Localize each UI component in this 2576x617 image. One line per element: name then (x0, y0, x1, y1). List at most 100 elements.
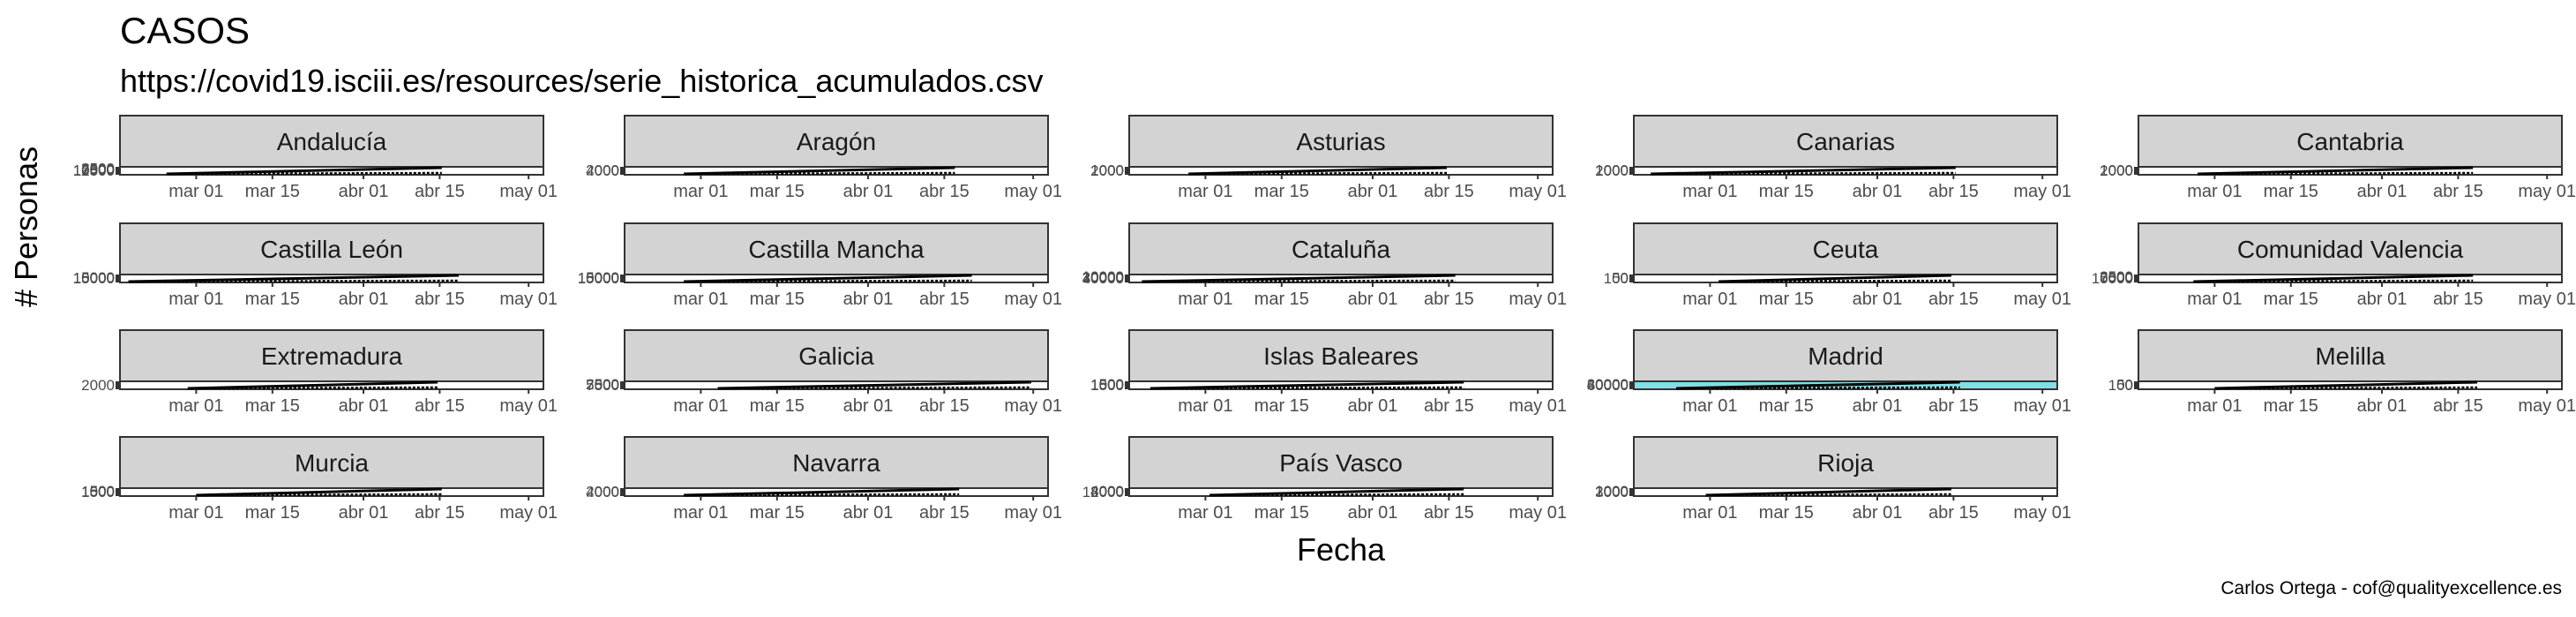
y-tick-label: 2000 (586, 483, 619, 500)
y-tick-label: 40000 (1082, 270, 1124, 287)
x-tick-label: abr 15 (415, 290, 465, 309)
series-line-secondary (684, 171, 955, 176)
y-tick-label: 10000 (2092, 270, 2133, 287)
facet-strip (1633, 222, 2058, 275)
y-tick-mark (116, 167, 120, 175)
y-tick-label: 20000 (1587, 376, 1629, 393)
x-tick-label: mar 01 (1682, 396, 1737, 416)
y-tick-mark (1125, 488, 1129, 496)
facet-strip-label: Castilla Mancha (748, 236, 925, 263)
facet-strip-label: Islas Baleares (1263, 342, 1419, 370)
x-tick-label: mar 01 (168, 182, 223, 201)
x-tick-label: abr 15 (1928, 503, 1979, 523)
series-line-secondary (1705, 493, 1952, 497)
facet-strip (1128, 436, 1554, 489)
x-tick-label: mar 15 (1759, 503, 1814, 523)
y-tick-label: 12500 (73, 162, 115, 179)
x-tick-label: abr 01 (1853, 290, 1903, 309)
x-tick-label: may 01 (2013, 290, 2071, 309)
chart-title: CASOS (120, 10, 251, 51)
y-tick-label: 2000 (81, 377, 115, 394)
x-tick-label: abr 15 (1424, 290, 1474, 309)
y-tick-label: 7500 (81, 162, 115, 178)
y-tick-label: 40000 (1587, 376, 1629, 393)
facet-strip (119, 222, 544, 275)
x-tick-label: mar 01 (1682, 182, 1737, 201)
x-tick-label: mar 15 (1254, 182, 1309, 201)
x-tick-label: abr 15 (1424, 396, 1474, 416)
x-tick-label: mar 15 (1254, 396, 1309, 416)
facet-strip-label: Castilla León (260, 236, 403, 263)
y-tick-mark (2134, 167, 2138, 175)
x-tick-label: may 01 (1509, 290, 1567, 309)
x-tick-label: mar 15 (1254, 503, 1309, 523)
y-tick-label: 12000 (1082, 484, 1124, 500)
series-line-secondary (2193, 279, 2474, 283)
y-tick-mark (116, 275, 120, 282)
x-tick-label: may 01 (1509, 396, 1567, 416)
y-tick-label: 100 (2108, 377, 2133, 394)
x-tick-label: abr 15 (2433, 182, 2483, 201)
x-tick-label: abr 01 (1348, 290, 1398, 309)
x-tick-label: abr 01 (1348, 503, 1398, 523)
facet-strip (119, 115, 544, 168)
facet-strip (119, 329, 544, 382)
x-tick-label: mar 15 (1254, 290, 1309, 309)
x-tick-label: abr 15 (2433, 396, 2483, 416)
x-tick-label: abr 15 (919, 182, 970, 201)
x-tick-label: abr 15 (1928, 182, 1979, 201)
x-tick-label: abr 15 (1424, 182, 1474, 201)
series-line (684, 274, 972, 283)
x-tick-label: mar 15 (245, 503, 300, 523)
series-line-secondary (166, 171, 442, 176)
x-tick-label: mar 01 (2187, 182, 2242, 201)
facet-strip (624, 222, 1049, 275)
y-tick-mark (2134, 381, 2138, 389)
x-tick-label: abr 01 (339, 290, 389, 309)
series-line-secondary (684, 279, 972, 283)
x-tick-label: mar 15 (750, 396, 805, 416)
x-tick-label: mar 01 (673, 290, 728, 309)
y-tick-label: 50 (2116, 376, 2133, 393)
x-tick-label: abr 01 (843, 396, 894, 416)
y-tick-label: 2500 (81, 161, 115, 177)
y-tick-mark (1125, 167, 1129, 175)
x-tick-label: mar 15 (1759, 290, 1814, 309)
x-tick-label: may 01 (2518, 396, 2576, 416)
x-tick-label: mar 01 (673, 182, 728, 201)
y-tick-label: 4000 (586, 484, 619, 500)
x-tick-label: may 01 (499, 396, 558, 416)
x-tick-label: mar 01 (168, 290, 223, 309)
y-tick-label: 2000 (1595, 162, 1629, 179)
x-tick-label: may 01 (1509, 182, 1567, 201)
y-tick-label: 4000 (586, 162, 619, 179)
x-tick-label: may 01 (499, 290, 558, 309)
y-tick-mark (2134, 275, 2138, 282)
y-tick-label: 10000 (73, 162, 115, 178)
x-tick-label: abr 01 (339, 182, 389, 201)
y-tick-mark (1125, 381, 1129, 389)
x-tick-label: abr 15 (919, 290, 970, 309)
x-tick-label: abr 01 (2357, 182, 2408, 201)
x-tick-label: mar 15 (245, 290, 300, 309)
y-tick-label: 7500 (2100, 269, 2133, 286)
x-tick-label: may 01 (1004, 182, 1062, 201)
series-line (2214, 380, 2478, 390)
facet-strip (2138, 115, 2563, 168)
facet-strip-label: Andalucía (277, 128, 387, 155)
x-tick-label: abr 01 (2357, 396, 2408, 416)
x-tick-label: abr 01 (843, 182, 894, 201)
y-tick-mark (620, 275, 625, 282)
x-tick-label: abr 01 (339, 503, 389, 523)
facet-strip (1633, 115, 2058, 168)
series-line-secondary (684, 493, 960, 497)
x-tick-label: may 01 (2013, 503, 2071, 523)
x-tick-label: mar 01 (2187, 290, 2242, 309)
series-line-secondary (128, 279, 460, 283)
x-tick-label: abr 15 (919, 503, 970, 523)
x-tick-label: may 01 (1004, 503, 1062, 523)
y-tick-mark (1125, 275, 1129, 282)
x-tick-label: mar 01 (2187, 396, 2242, 416)
facet-strip-label: Murcia (295, 449, 369, 477)
